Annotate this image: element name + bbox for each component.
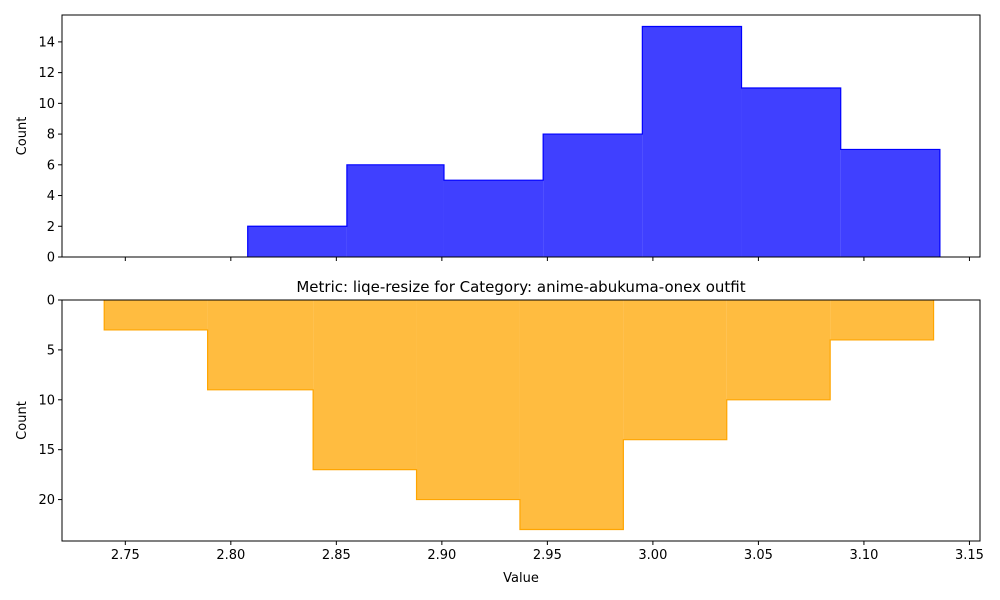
histogram-bar — [519, 300, 624, 530]
y-tick-label: 10 — [38, 97, 55, 112]
histogram-bar — [840, 149, 940, 257]
histogram-step-outline — [247, 25, 941, 257]
histogram-bar — [346, 164, 444, 257]
y-tick-label: 2 — [47, 220, 55, 235]
histogram-bar — [741, 87, 841, 257]
bottom-histogram-panel: 2.75 2.80 2.85 2.90 2.95 3.00 3.05 3.10 3.15 0 5 1… — [15, 278, 984, 586]
bottom-axes-frame — [61, 299, 981, 542]
x-tick-label: 2.90 — [427, 548, 456, 563]
x-tick-label: 2.80 — [216, 548, 245, 563]
histogram-bar — [726, 300, 831, 400]
histogram-bar — [443, 180, 544, 257]
histogram-bar — [247, 226, 347, 257]
y-tick-label: 15 — [38, 443, 55, 458]
bottom-y-axis-label: Count — [15, 401, 30, 440]
top-x-axis-ticks — [124, 257, 970, 261]
y-tick-label: 12 — [38, 66, 55, 81]
y-tick-label: 0 — [47, 294, 55, 309]
y-tick-label: 20 — [38, 493, 55, 508]
x-tick-label: 2.95 — [533, 548, 562, 563]
bottom-chart-title: Metric: liqe-resize for Category: anime-… — [296, 278, 745, 296]
x-tick-label: 3.10 — [849, 548, 878, 563]
x-tick-label: 3.00 — [638, 548, 667, 563]
bottom-x-axis-label: Value — [503, 571, 539, 586]
histogram-bar — [623, 300, 727, 440]
top-histogram-panel: 0 2 4 6 8 10 12 14 Count — [15, 14, 981, 266]
histogram-bar — [207, 300, 314, 390]
top-axes-frame — [61, 14, 981, 258]
histogram-bar — [104, 300, 208, 330]
y-tick-label: 14 — [38, 35, 55, 50]
histogram-bar — [830, 300, 934, 340]
bottom-x-axis-ticks: 2.75 2.80 2.85 2.90 2.95 3.00 3.05 3.10 3.15 — [111, 541, 984, 563]
bottom-y-axis-ticks: 0 5 10 15 20 — [38, 294, 62, 508]
x-tick-label: 3.05 — [744, 548, 773, 563]
histogram-bar — [642, 26, 742, 258]
bottom-histogram-bars — [103, 300, 935, 531]
x-tick-label: 2.85 — [322, 548, 351, 563]
histogram-step-outline — [103, 300, 935, 531]
top-histogram-bars — [247, 25, 941, 258]
y-tick-label: 6 — [47, 158, 55, 173]
histogram-bar — [543, 134, 643, 257]
top-y-axis-ticks: 0 2 4 6 8 10 12 14 — [38, 35, 62, 266]
histogram-bar — [313, 300, 417, 470]
x-tick-label: 3.15 — [955, 548, 984, 563]
x-tick-label: 2.75 — [111, 548, 140, 563]
y-tick-label: 4 — [47, 189, 55, 204]
top-y-axis-label: Count — [15, 117, 30, 156]
y-tick-label: 5 — [47, 343, 55, 358]
y-tick-label: 8 — [47, 128, 55, 143]
histogram-bar — [416, 300, 520, 500]
y-tick-label: 10 — [38, 393, 55, 408]
y-tick-label: 0 — [47, 251, 55, 266]
